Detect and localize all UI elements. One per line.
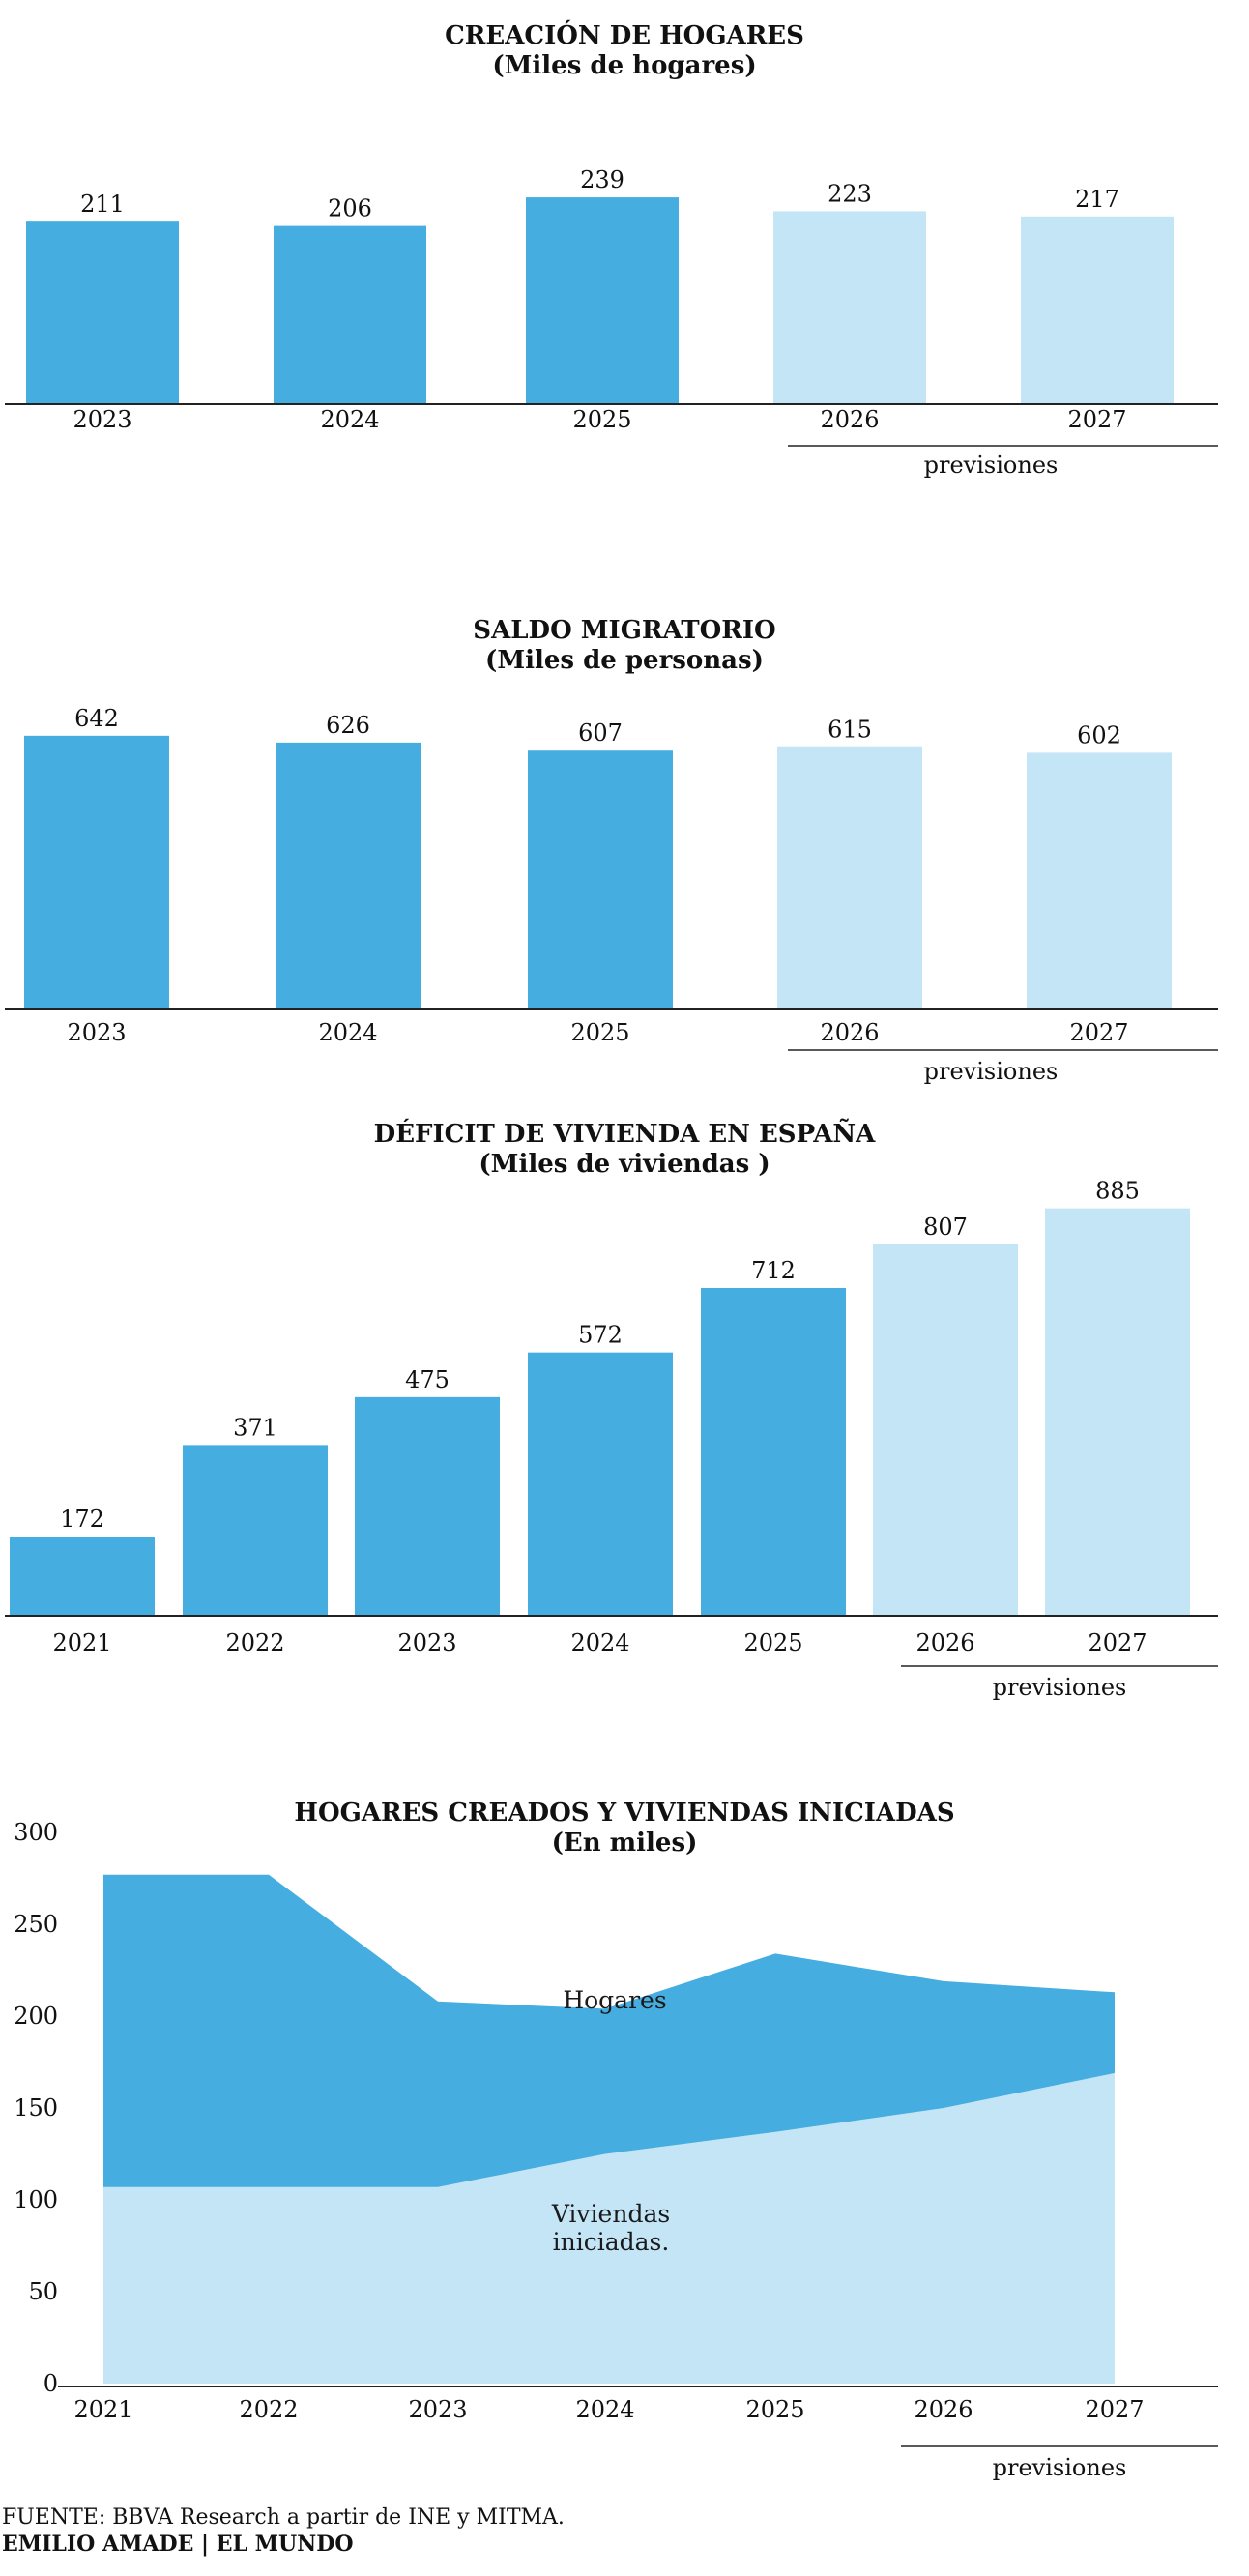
series-label-viviendas-line-1: Viviendas	[551, 2200, 670, 2228]
bar-2025	[526, 197, 679, 404]
data-label-2021: 172	[60, 1506, 104, 1533]
x-tick-2021: 2021	[73, 2396, 132, 2423]
x-tick-2021: 2021	[52, 1629, 111, 1656]
chart-4-title: HOGARES CREADOS Y VIVIENDAS INICIADAS	[294, 1799, 954, 1828]
x-tick-2023: 2023	[67, 1019, 126, 1046]
bar-2023	[26, 221, 179, 404]
data-label-2027: 885	[1095, 1178, 1140, 1205]
series-label-hogares: Hogares	[563, 1986, 666, 2014]
data-label-2023: 475	[405, 1366, 450, 1393]
data-label-2026: 615	[828, 717, 872, 744]
data-label-2025: 239	[580, 166, 624, 193]
credit-outlet: EL MUNDO	[217, 2532, 354, 2557]
chart-hogares-viviendas: HOGARES CREADOS Y VIVIENDAS INICIADAS (E…	[14, 1799, 1218, 2481]
chart-3-title: DÉFICIT DE VIVIENDA EN ESPAÑA	[374, 1118, 877, 1149]
y-tick-100: 100	[14, 2186, 58, 2213]
y-tick-0: 0	[44, 2370, 58, 2397]
chart-deficit-vivienda: DÉFICIT DE VIVIENDA EN ESPAÑA (Miles de …	[5, 1118, 1218, 1701]
bar-2027	[1045, 1208, 1190, 1616]
x-tick-2023: 2023	[73, 406, 131, 433]
chart-1-title: CREACIÓN DE HOGARES	[445, 19, 804, 50]
chart-2-subtitle: (Miles de personas)	[485, 646, 764, 675]
x-tick-2024: 2024	[318, 1019, 377, 1046]
source-line: FUENTE: BBVA Research a partir de INE y …	[2, 2505, 565, 2530]
credit-author: EMILIO AMADE	[2, 2532, 193, 2557]
data-label-2025: 607	[578, 719, 623, 746]
x-tick-2026: 2026	[914, 2396, 973, 2423]
chart-2-title: SALDO MIGRATORIO	[473, 616, 775, 645]
chart-4-subtitle: (En miles)	[552, 1829, 698, 1858]
y-tick-150: 150	[14, 2094, 58, 2122]
area-viviendas-iniciadas	[103, 2072, 1115, 2384]
bar-2027	[1021, 216, 1174, 404]
bar-2026	[873, 1244, 1018, 1616]
data-label-2023: 642	[74, 705, 119, 732]
x-tick-2026: 2026	[820, 1019, 879, 1046]
bar-2024	[528, 1352, 673, 1616]
data-label-2026: 807	[923, 1214, 968, 1241]
x-tick-2026: 2026	[915, 1629, 974, 1656]
bar-2021	[10, 1537, 155, 1616]
data-label-2027: 217	[1075, 186, 1119, 213]
bar-2026	[777, 746, 922, 1009]
chart-3-subtitle: (Miles de viviendas )	[479, 1150, 770, 1179]
x-tick-2025: 2025	[570, 1019, 629, 1046]
credit-line: EMILIO AMADE | EL MUNDO	[2, 2532, 354, 2557]
bar-2023	[24, 735, 169, 1009]
data-label-2023: 211	[80, 190, 125, 218]
bar-2022	[183, 1445, 328, 1616]
chart-1-forecast-label: previsiones	[924, 452, 1059, 479]
y-tick-250: 250	[14, 1911, 58, 1938]
data-label-2022: 371	[233, 1414, 277, 1441]
bar-2024	[274, 225, 426, 404]
chart-3-forecast-label: previsiones	[993, 1674, 1127, 1701]
bar-2024	[276, 742, 421, 1009]
y-tick-200: 200	[14, 2003, 58, 2030]
x-tick-2027: 2027	[1085, 2396, 1144, 2423]
y-tick-300: 300	[14, 1819, 58, 1846]
series-label-viviendas-line-2: iniciadas.	[553, 2228, 670, 2256]
x-tick-2025: 2025	[743, 1629, 802, 1656]
bar-2026	[773, 211, 926, 404]
data-label-2026: 223	[828, 180, 872, 207]
data-label-2024: 206	[328, 195, 372, 222]
x-tick-2024: 2024	[570, 1629, 629, 1656]
data-label-2025: 712	[751, 1257, 796, 1284]
data-label-2027: 602	[1077, 721, 1121, 748]
x-tick-2023: 2023	[397, 1629, 456, 1656]
x-tick-2022: 2022	[225, 1629, 284, 1656]
x-tick-2023: 2023	[408, 2396, 467, 2423]
source-label: FUENTE:	[2, 2505, 105, 2530]
y-tick-50: 50	[28, 2278, 58, 2305]
bar-2025	[701, 1288, 846, 1616]
chart-4-forecast-label: previsiones	[993, 2454, 1127, 2481]
chart-2-forecast-label: previsiones	[924, 1058, 1059, 1085]
credit-separator: |	[201, 2532, 209, 2557]
data-label-2024: 626	[326, 712, 370, 739]
x-tick-2024: 2024	[320, 406, 379, 433]
x-tick-2027: 2027	[1067, 406, 1126, 433]
data-label-2024: 572	[578, 1322, 623, 1349]
x-tick-2026: 2026	[820, 406, 879, 433]
bar-2025	[528, 750, 673, 1009]
bar-2023	[355, 1396, 500, 1616]
x-tick-2025: 2025	[745, 2396, 804, 2423]
x-tick-2027: 2027	[1088, 1629, 1147, 1656]
chart-creacion-hogares: CREACIÓN DE HOGARES (Miles de hogares) 2…	[5, 19, 1218, 479]
source-block: FUENTE: BBVA Research a partir de INE y …	[2, 2505, 565, 2557]
source-text: BBVA Research a partir de INE y MITMA.	[112, 2505, 565, 2530]
bar-2027	[1027, 752, 1172, 1009]
chart-1-subtitle: (Miles de hogares)	[492, 51, 756, 80]
x-tick-2022: 2022	[239, 2396, 298, 2423]
x-tick-2025: 2025	[572, 406, 631, 433]
x-tick-2024: 2024	[575, 2396, 634, 2423]
chart-saldo-migratorio: SALDO MIGRATORIO (Miles de personas) 642…	[5, 616, 1218, 1085]
x-tick-2027: 2027	[1069, 1019, 1128, 1046]
